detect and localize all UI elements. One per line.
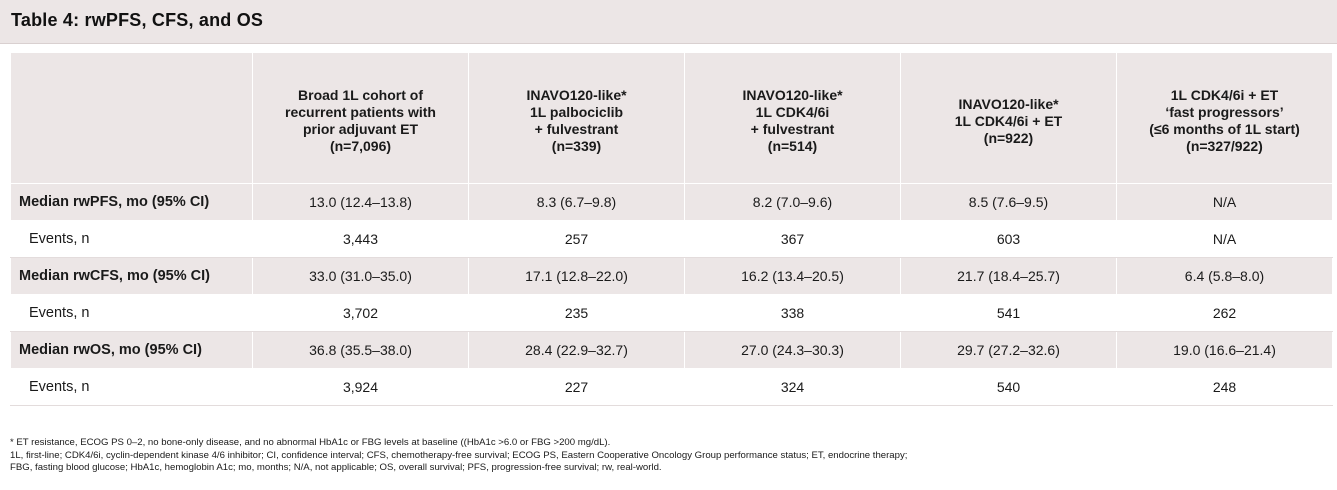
- header-line: recurrent patients with: [285, 104, 436, 120]
- table-cell: N/A: [1116, 220, 1333, 258]
- table-cell: 540: [900, 368, 1117, 406]
- header-line: (n=922): [983, 129, 1034, 146]
- header-line: 1L palbociclib: [529, 104, 624, 120]
- header-line: (n=7,096): [329, 138, 392, 154]
- table-cell: 248: [1116, 368, 1333, 406]
- table-cell: 13.0 (12.4–13.8): [252, 183, 469, 221]
- column-header: Broad 1L cohort of recurrent patients wi…: [252, 52, 469, 184]
- header-line: + fulvestrant: [534, 121, 619, 137]
- header-line: (n=327/922): [1186, 138, 1263, 154]
- table-row: Events, n 3,702 235 338 541 262: [10, 294, 1333, 332]
- table-cell: 257: [468, 220, 685, 258]
- header-corner: [10, 52, 253, 184]
- header-line: + fulvestrant: [750, 121, 835, 137]
- row-label: Median rwCFS, mo (95% CI): [10, 257, 253, 295]
- table-row: Events, n 3,924 227 324 540 248: [10, 368, 1333, 406]
- table-row: Median rwCFS, mo (95% CI) 33.0 (31.0–35.…: [10, 257, 1333, 295]
- table-cell: 367: [684, 220, 901, 258]
- table-cell: 262: [1116, 294, 1333, 332]
- table-cell: 227: [468, 368, 685, 406]
- table-cell: 16.2 (13.4–20.5): [684, 257, 901, 295]
- table-cell: 21.7 (18.4–25.7): [900, 257, 1117, 295]
- header-line: INAVO120-like*: [958, 95, 1059, 112]
- column-header: INAVO120-like* 1L CDK4/6i + fulvestrant …: [684, 52, 901, 184]
- table-cell: 324: [684, 368, 901, 406]
- table-cell: 3,924: [252, 368, 469, 406]
- header-line: INAVO120-like*: [526, 87, 627, 103]
- footnote-line: FBG, fasting blood glucose; HbA1c, hemog…: [10, 462, 662, 473]
- header-line: Broad 1L cohort of: [298, 87, 423, 103]
- table-cell: 8.2 (7.0–9.6): [684, 183, 901, 221]
- table-cell: 8.5 (7.6–9.5): [900, 183, 1117, 221]
- header-line: (≤6 months of 1L start): [1149, 121, 1300, 137]
- row-label: Events, n: [10, 220, 253, 258]
- table-cell: 3,443: [252, 220, 469, 258]
- table-container: Broad 1L cohort of recurrent patients wi…: [10, 52, 1333, 406]
- header-row: Broad 1L cohort of recurrent patients wi…: [10, 52, 1333, 184]
- table-cell: 36.8 (35.5–38.0): [252, 331, 469, 369]
- column-header: INAVO120-like* 1L CDK4/6i + ET (n=922): [900, 52, 1117, 184]
- header-line: 1L CDK4/6i + ET: [1170, 87, 1279, 103]
- column-header: 1L CDK4/6i + ET ‘fast progressors’ (≤6 m…: [1116, 52, 1333, 184]
- footnote-line: * ET resistance, ECOG PS 0–2, no bone-on…: [10, 437, 611, 448]
- row-label: Median rwPFS, mo (95% CI): [10, 183, 253, 221]
- table-row: Median rwOS, mo (95% CI) 36.8 (35.5–38.0…: [10, 331, 1333, 369]
- row-label: Events, n: [10, 294, 253, 332]
- table-cell: 3,702: [252, 294, 469, 332]
- table-title: Table 4: rwPFS, CFS, and OS: [11, 10, 264, 30]
- table-row: Median rwPFS, mo (95% CI) 13.0 (12.4–13.…: [10, 183, 1333, 221]
- header-line: INAVO120-like*: [742, 87, 843, 103]
- header-line: ‘fast progressors’: [1165, 104, 1284, 120]
- results-table: Broad 1L cohort of recurrent patients wi…: [10, 52, 1333, 406]
- row-label: Events, n: [10, 368, 253, 406]
- table-cell: 338: [684, 294, 901, 332]
- header-line: (n=339): [551, 138, 602, 154]
- header-line: 1L CDK4/6i: [755, 104, 830, 120]
- row-label: Median rwOS, mo (95% CI): [10, 331, 253, 369]
- table-cell: N/A: [1116, 183, 1333, 221]
- column-header: INAVO120-like* 1L palbociclib + fulvestr…: [468, 52, 685, 184]
- table-row: Events, n 3,443 257 367 603 N/A: [10, 220, 1333, 258]
- table-cell: 17.1 (12.8–22.0): [468, 257, 685, 295]
- header-line: (n=514): [767, 138, 818, 154]
- table-cell: 28.4 (22.9–32.7): [468, 331, 685, 369]
- table-cell: 19.0 (16.6–21.4): [1116, 331, 1333, 369]
- table-cell: 29.7 (27.2–32.6): [900, 331, 1117, 369]
- table-cell: 6.4 (5.8–8.0): [1116, 257, 1333, 295]
- footnotes: * ET resistance, ECOG PS 0–2, no bone-on…: [10, 437, 1330, 475]
- table-cell: 33.0 (31.0–35.0): [252, 257, 469, 295]
- footnote-line: 1L, first-line; CDK4/6i, cyclin-dependen…: [10, 449, 908, 461]
- header-line: 1L CDK4/6i + ET: [954, 112, 1063, 129]
- table-cell: 603: [900, 220, 1117, 258]
- table-cell: 541: [900, 294, 1117, 332]
- title-bar: Table 4: rwPFS, CFS, and OS: [0, 0, 1337, 44]
- table-cell: 27.0 (24.3–30.3): [684, 331, 901, 369]
- header-line: prior adjuvant ET: [302, 121, 419, 137]
- table-cell: 235: [468, 294, 685, 332]
- table-cell: 8.3 (6.7–9.8): [468, 183, 685, 221]
